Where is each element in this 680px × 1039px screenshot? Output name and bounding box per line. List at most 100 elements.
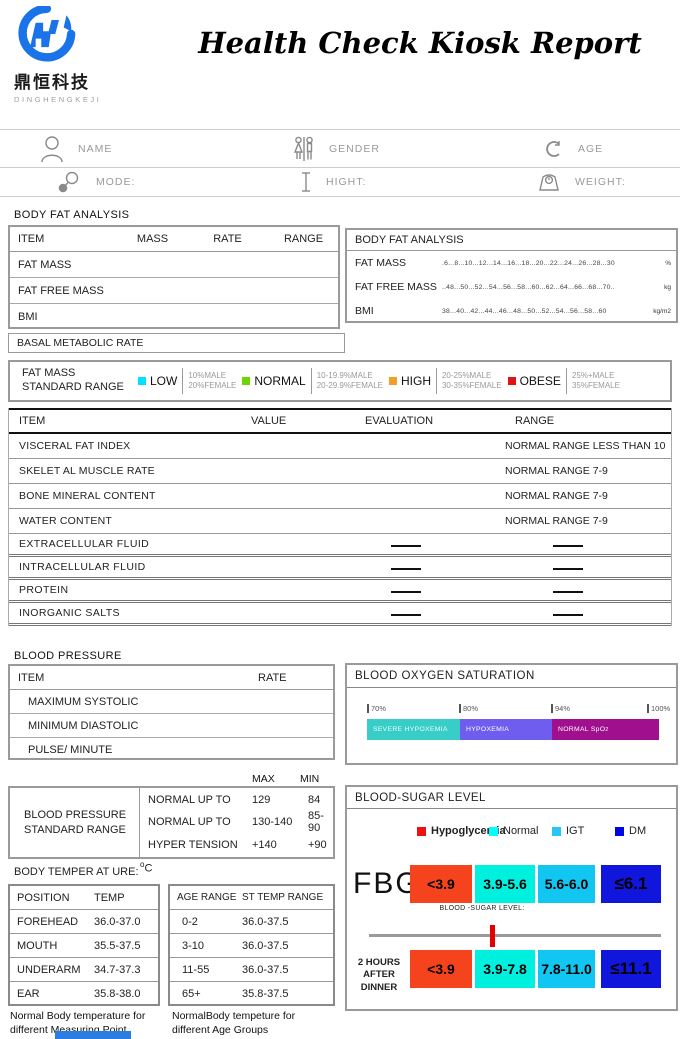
- col-value: VALUE: [251, 415, 287, 427]
- legend-range: 25%+MALE 35%FEMALE: [571, 370, 620, 390]
- range-dash: [553, 545, 583, 547]
- obese-color-swatch: [507, 377, 516, 385]
- body-fat-range-box: BODY FAT ANALYSIS FAT MASS .6...8...10..…: [345, 228, 678, 323]
- position-temp-table: POSITION TEMP FOREHEAD 36.0-37.0 MOUTH 35.…: [8, 884, 160, 1006]
- legend-item-high: HIGH 20-25%MALE 30-35%FEMALE: [388, 368, 502, 394]
- table-row: FAT MASS .6...8...10...12...14...16...18…: [347, 251, 676, 275]
- legend-name: HIGH: [400, 374, 431, 388]
- body-fat-table-header: ITEM MASS RATE RANGE: [10, 227, 338, 252]
- table-row: FAT FREE MASS: [10, 278, 338, 304]
- col-range: RANGE: [283, 233, 324, 245]
- range-dash: [553, 614, 583, 616]
- blood-pressure-header: ITEM RATE: [10, 666, 333, 690]
- logo: 鼎恒科技 DINGHENGKEJI: [14, 4, 124, 104]
- col-item: ITEM: [19, 415, 46, 427]
- footer-blue-bar: [55, 1031, 131, 1039]
- age-table-caption: NormalBody tempeture for different Age G…: [172, 1010, 296, 1036]
- table-row: 11-55 36.0-37.5: [170, 958, 333, 982]
- blood-pressure-section-label: BLOOD PRESSURE: [14, 650, 122, 662]
- row-unit: kg: [664, 283, 671, 291]
- legend-dm: DM: [615, 825, 646, 837]
- table-row: BMI 38...40...42...44...46...48...50...5…: [347, 299, 676, 323]
- table-row: 65+ 35.8-37.5: [182, 988, 289, 1000]
- max-label: MAX: [252, 773, 275, 785]
- dinner-box-4: ≤11.1: [601, 950, 661, 988]
- col-mass: MASS: [136, 233, 169, 245]
- dinner-box-3: 7.8-11.0: [538, 950, 595, 988]
- fbg-box-4: ≤6.1: [601, 865, 661, 903]
- table-row: BONE MINERAL CONTENT NORMAL RANGE 7-9: [9, 484, 671, 509]
- age-label: AGE: [578, 142, 604, 155]
- table-row: EAR 35.8-38.0: [17, 988, 141, 1000]
- weight-label: WEIGHT:: [575, 176, 626, 188]
- gender-icon: [293, 136, 313, 161]
- fbg-box-2: 3.9-5.6: [475, 865, 535, 903]
- legend-igt: IGT: [552, 825, 584, 837]
- table-row: VISCERAL FAT INDEX NORMAL RANGE LESS THA…: [9, 434, 671, 459]
- height-ruler-icon: [302, 172, 310, 192]
- col-item: ITEM: [18, 671, 45, 684]
- col-evaluation: EVALUATION: [365, 415, 434, 427]
- table-row: INORGANIC SALTS: [9, 603, 671, 626]
- slider-label: BLOOD -SUGAR LEVEL:: [439, 905, 525, 912]
- normal-color-swatch: [242, 377, 251, 385]
- legend-item-low: LOW 10%MALE 20%FEMALE: [138, 368, 236, 394]
- segment-normal-spo2: NORMAL SpO 2: [552, 719, 659, 740]
- blood-oxygen-title: BLOOD OXYGEN SATURATION: [347, 665, 676, 688]
- blood-sugar-legend: Hypoglycemia Normal IGT DM: [347, 825, 680, 841]
- normal-swatch: [489, 826, 498, 836]
- person-icon: [41, 135, 63, 162]
- dinner-box-1: <3.9: [410, 950, 472, 988]
- row-label: FAT FREE MASS: [355, 281, 437, 293]
- low-color-swatch: [138, 377, 146, 385]
- table-row: FAT MASS: [10, 252, 338, 278]
- divider: [310, 368, 312, 394]
- fbg-box-3: 5.6-6.0: [538, 865, 595, 903]
- fat-mass-standard-label: FAT MASS STANDARD RANGE: [10, 367, 138, 395]
- dm-swatch: [615, 826, 624, 836]
- slider-track: [369, 934, 661, 937]
- age-temp-table: AGE RANGE ST TEMP RANGE 0-2 36.0-37.5 3-1…: [168, 884, 335, 1006]
- legend-name: NORMAL: [254, 374, 306, 388]
- legend-range: 20-25%MALE 30-35%FEMALE: [441, 370, 502, 390]
- col-range: RANGE: [515, 415, 555, 427]
- table-row: MAXIMUM SYSTOLIC: [10, 690, 333, 714]
- table-row: 0-2 36.0-37.5: [170, 910, 333, 934]
- legend-item-normal: NORMAL 10-19.9%MALE 20-29.9%FEMALE: [242, 368, 383, 394]
- fat-mass-standard-range-box: FAT MASS STANDARD RANGE LOW 10%MALE 20%F…: [8, 360, 672, 402]
- blood-sugar-box: BLOOD-SUGAR LEVEL Hypoglycemia Normal IG…: [345, 785, 678, 1011]
- table-row: BMI: [18, 311, 38, 323]
- name-field: NAME: [40, 135, 112, 163]
- patient-info-row-2: MODE: HIGHT: WEIGHT:: [0, 168, 680, 197]
- table-row: WATER CONTENT NORMAL RANGE 7-9: [9, 509, 671, 534]
- gender-label: GENDER: [329, 142, 380, 155]
- row-scale: .6...8...10...12...14...16...18...20...2…: [442, 259, 615, 267]
- table-row: HYPER TENSION +140 +90: [148, 838, 327, 851]
- body-temperature-label: BODY TEMPER AT URE:: [14, 866, 139, 878]
- segment-hypoxemia: HYPOXEMIA: [460, 719, 552, 740]
- age-refresh-icon: [546, 140, 560, 157]
- high-color-swatch: [388, 377, 397, 385]
- celsius-unit: oC: [140, 860, 153, 875]
- table-row: PROTEIN: [9, 580, 671, 603]
- mode-label: MODE:: [96, 176, 136, 188]
- mode-magnifier-icon: [58, 171, 79, 193]
- legend-range: 10%MALE 20%FEMALE: [188, 370, 237, 390]
- value-dash: [391, 591, 421, 593]
- row-unit: kg/m2: [653, 307, 671, 315]
- legend-name: LOW: [150, 374, 178, 388]
- blood-oxygen-box: BLOOD OXYGEN SATURATION 70% 80% 94% 100%…: [345, 663, 678, 765]
- tick-100: 100%: [647, 704, 670, 713]
- min-label: MIN: [300, 773, 320, 785]
- table-row: NORMAL UP TO 130-140 85-90: [148, 810, 324, 835]
- col-rate: RATE: [258, 671, 287, 684]
- weight-field: WEIGHT:: [537, 172, 626, 192]
- table-row: SKELET AL MUSCLE RATE NORMAL RANGE 7-9: [9, 459, 671, 484]
- bp-standard-rows: NORMAL UP TO 129 84 NORMAL UP TO 130-140…: [140, 788, 333, 857]
- basal-metabolic-rate-box: BASAL METABOLIC RATE: [8, 333, 345, 353]
- name-label: NAME: [78, 142, 113, 155]
- logo-cn-text: 鼎恒科技: [14, 73, 90, 92]
- row-scale: ..48...50...52...54...56...58...60...62.…: [442, 283, 615, 291]
- col-rate: RATE: [213, 233, 242, 245]
